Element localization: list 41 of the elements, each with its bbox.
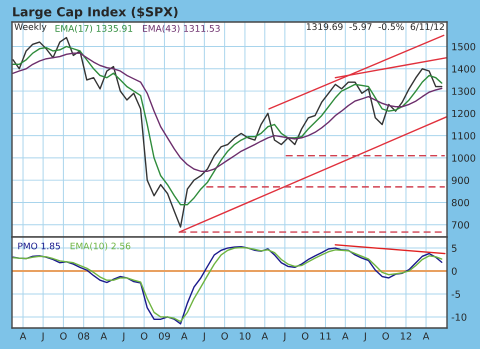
x-tick-label: O — [221, 332, 228, 340]
y-tick-label: 800 — [452, 198, 470, 206]
x-tick-label: J — [41, 332, 44, 342]
series-label: EMA(17) 1335.91 — [56, 24, 132, 33]
x-tick-label: O — [140, 332, 148, 340]
x-tick-label: A — [20, 332, 26, 340]
x-tick-label: O — [302, 332, 308, 340]
y-tick-label: 700 — [452, 221, 470, 229]
y-tick-label: -10 — [452, 313, 466, 321]
x-tick-label: 08 — [78, 332, 90, 340]
y-tick-label: 1400 — [452, 65, 476, 73]
y-tick-label: 5 — [452, 244, 457, 252]
y-tick-label: -5 — [452, 290, 460, 298]
x-tick-label: J — [122, 332, 124, 342]
series-label: EMA(10) 2.56 — [70, 242, 130, 250]
y-tick-label: 900 — [452, 176, 470, 184]
x-tick-label: J — [363, 332, 366, 342]
x-tick-label: O — [382, 332, 389, 340]
y-tick-label: 0 — [452, 267, 457, 275]
annotation: Weekly — [14, 23, 46, 32]
y-tick-label: 1100 — [452, 132, 476, 140]
x-tick-label: 11 — [320, 332, 331, 340]
annotation: 1319.69 -5.97 -0.5% 6/11/12 — [306, 23, 444, 31]
y-tick-label: 1300 — [452, 88, 476, 95]
x-tick-label: 09 — [158, 332, 170, 340]
x-tick-label: A — [262, 332, 268, 340]
x-tick-label: O — [60, 332, 67, 340]
y-tick-label: 1200 — [452, 110, 476, 118]
x-tick-label: J — [202, 332, 205, 342]
x-tick-label: A — [181, 332, 188, 340]
x-tick-label: 12 — [400, 332, 412, 340]
text: EMA(43) 1311.53 — [142, 24, 220, 33]
x-tick-label: A — [422, 332, 430, 340]
x-tick-label: 10 — [240, 332, 250, 340]
x-tick-label: J — [282, 332, 286, 342]
series-label: PMO 1.85 — [18, 242, 60, 250]
y-tick-label: 1000 — [452, 154, 476, 162]
x-tick-label: A — [342, 332, 349, 340]
chart-title: Large Cap Index ($SPX) — [13, 6, 178, 19]
y-tick-label: 1500 — [452, 42, 476, 50]
x-tick-label: A — [100, 332, 108, 340]
